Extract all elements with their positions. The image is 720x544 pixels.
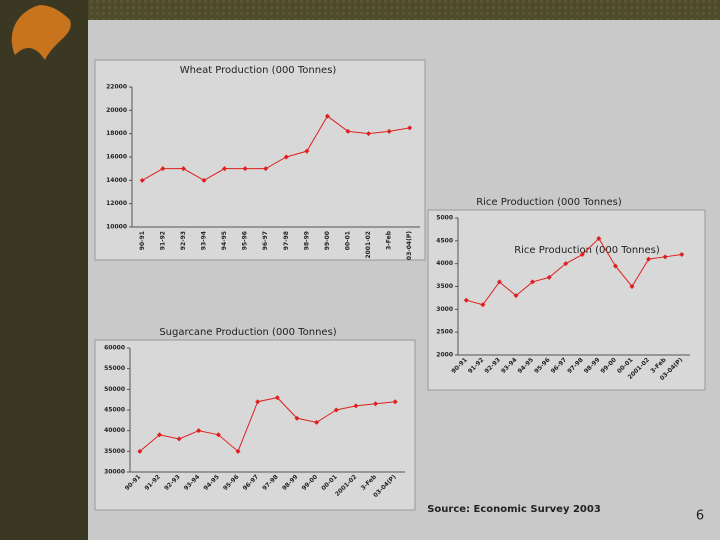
marker xyxy=(530,279,536,285)
y-tick-label: 2500 xyxy=(436,329,453,336)
x-tick-label: 3-Feb xyxy=(386,230,393,250)
marker xyxy=(496,279,502,285)
y-tick-label: 45000 xyxy=(104,407,125,414)
y-tick-label: 30000 xyxy=(104,469,125,476)
marker xyxy=(353,403,359,409)
marker xyxy=(513,293,519,299)
x-tick-label: 91-92 xyxy=(159,231,166,250)
marker xyxy=(304,148,310,154)
x-tick-label: 98-99 xyxy=(303,231,310,250)
y-tick-label: 3000 xyxy=(436,306,453,313)
y-tick-label: 4000 xyxy=(436,260,453,267)
marker xyxy=(646,256,652,262)
x-tick-label: 95-96 xyxy=(242,231,249,250)
rice-box xyxy=(427,209,706,391)
y-tick-label: 4500 xyxy=(436,237,453,244)
marker xyxy=(612,263,618,269)
marker xyxy=(137,448,143,454)
marker xyxy=(176,436,182,442)
x-tick-label: 92-93 xyxy=(180,231,187,250)
y-tick-label: 14000 xyxy=(106,177,127,184)
page-number: 6 xyxy=(696,509,704,524)
x-tick-label: 97-98 xyxy=(283,231,290,250)
marker xyxy=(596,236,602,242)
line xyxy=(466,237,682,306)
y-tick-label: 40000 xyxy=(104,427,125,434)
y-tick-label: 20000 xyxy=(106,107,127,114)
marker xyxy=(160,166,166,172)
marker xyxy=(366,131,372,137)
wheat-box xyxy=(94,59,426,261)
marker xyxy=(255,399,261,405)
marker xyxy=(373,401,379,407)
x-tick-label: 90-91 xyxy=(139,231,146,250)
marker xyxy=(263,166,269,172)
marker xyxy=(407,125,413,131)
line xyxy=(139,397,396,453)
marker xyxy=(463,297,469,303)
marker xyxy=(392,399,398,405)
marker xyxy=(480,302,486,308)
y-tick-label: 55000 xyxy=(104,365,125,372)
marker xyxy=(629,284,635,289)
marker xyxy=(196,428,202,434)
x-tick-label: 96-97 xyxy=(262,231,269,250)
marker xyxy=(563,261,569,267)
marker xyxy=(274,395,280,401)
leaf xyxy=(11,5,71,60)
marker xyxy=(324,113,330,119)
marker xyxy=(386,128,392,134)
y-tick-label: 16000 xyxy=(106,154,127,161)
source: Source: Economic Survey 2003 xyxy=(427,504,601,515)
sugarcane-box xyxy=(94,339,416,511)
x-tick-label: 2001-02 xyxy=(365,231,372,259)
y-tick-label: 3500 xyxy=(436,283,453,290)
marker xyxy=(679,252,685,258)
marker xyxy=(242,166,248,172)
chart-title: Rice Production (000 Tonnes) xyxy=(476,197,622,208)
marker xyxy=(662,254,668,260)
marker xyxy=(180,166,186,172)
y-tick-label: 35000 xyxy=(104,448,125,455)
marker xyxy=(283,154,289,160)
marker xyxy=(235,448,241,454)
line xyxy=(142,115,410,181)
x-tick-label: 99-00 xyxy=(324,231,331,250)
x-tick-label: 93-94 xyxy=(201,231,208,250)
marker xyxy=(314,419,320,425)
y-tick-label: 22000 xyxy=(106,84,127,91)
marker xyxy=(201,177,207,183)
marker xyxy=(139,177,145,183)
y-tick-label: 50000 xyxy=(104,386,125,393)
left-strip xyxy=(0,0,88,540)
x-tick-label: 03-04(P) xyxy=(406,231,413,260)
y-tick-label: 2000 xyxy=(436,352,453,359)
marker xyxy=(579,252,585,258)
y-tick-label: 10000 xyxy=(106,224,127,231)
marker xyxy=(333,407,339,413)
y-tick-label: 60000 xyxy=(104,345,125,352)
marker xyxy=(156,432,162,438)
y-tick-label: 18000 xyxy=(106,130,127,137)
marker xyxy=(215,432,221,438)
marker xyxy=(345,128,351,134)
marker xyxy=(222,166,228,172)
y-tick-label: 5000 xyxy=(436,215,453,222)
chart-title: Wheat Production (000 Tonnes) xyxy=(180,65,337,76)
x-tick-label: 00-01 xyxy=(345,231,352,250)
y-tick-label: 12000 xyxy=(106,200,127,207)
chart-title: Sugarcane Production (000 Tonnes) xyxy=(159,327,336,338)
x-tick-label: 94-95 xyxy=(221,231,228,250)
marker xyxy=(546,274,552,280)
marker xyxy=(294,415,300,421)
